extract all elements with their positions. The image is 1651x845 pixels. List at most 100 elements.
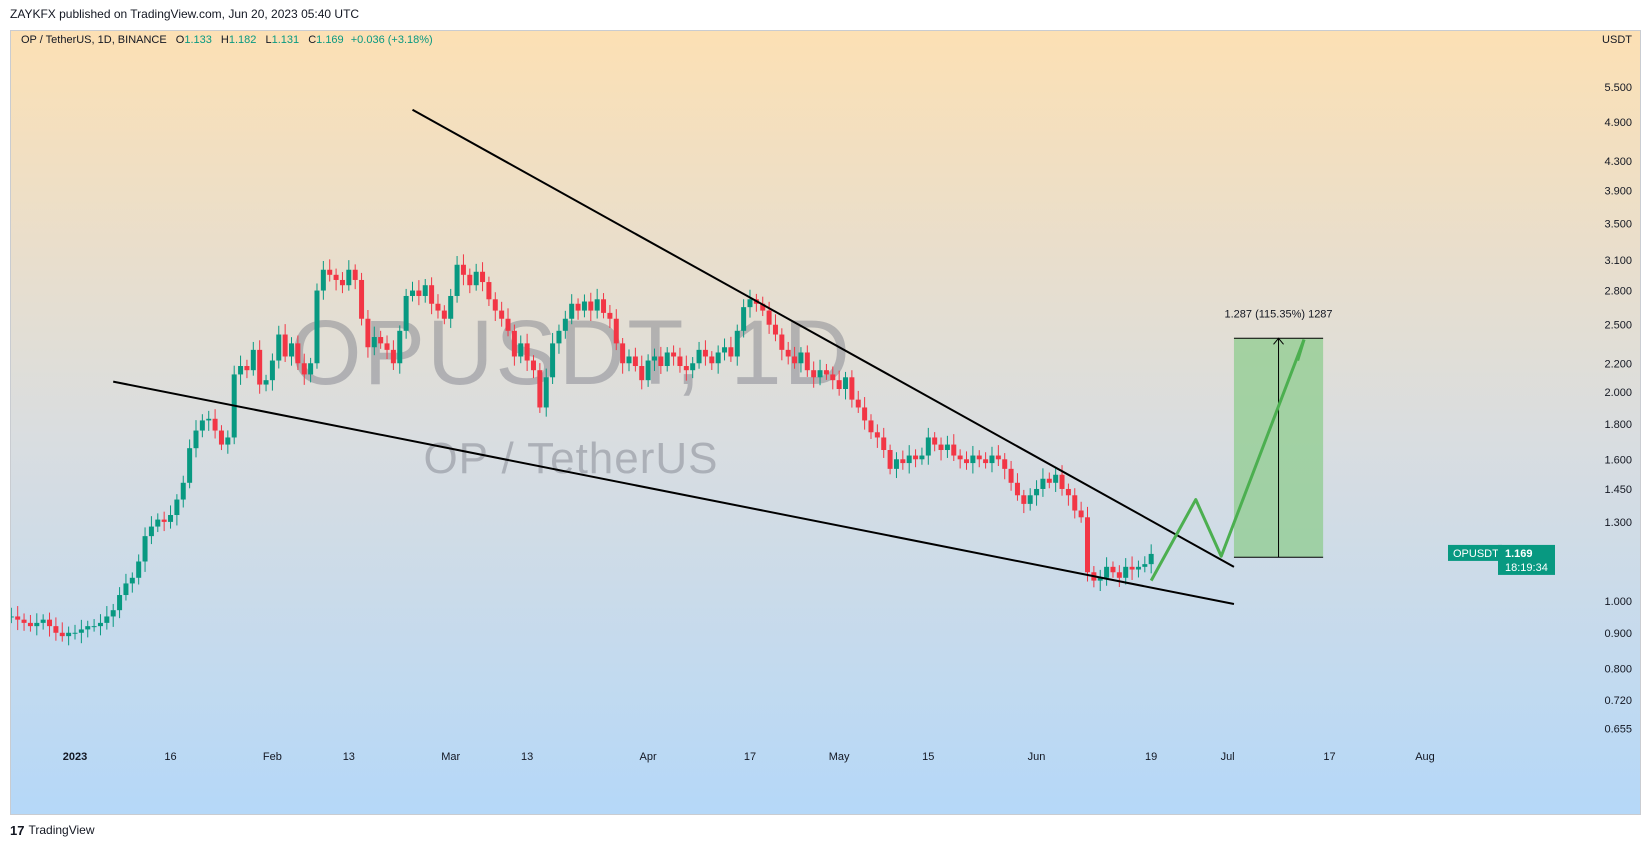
candle-body <box>696 349 702 364</box>
time-axis-tick: 15 <box>922 751 934 763</box>
candle-body <box>601 299 607 313</box>
candle-body <box>766 310 772 325</box>
time-axis-tick: 13 <box>521 751 533 763</box>
legend-close-label: C <box>308 34 317 46</box>
candle-body <box>27 622 33 627</box>
candle-body <box>91 626 97 628</box>
time-axis-tick: 19 <box>1145 751 1157 763</box>
candle-body <box>403 295 409 331</box>
candle-body <box>129 577 135 584</box>
candle-body <box>830 374 836 381</box>
candle-body <box>21 619 27 623</box>
candle-body <box>59 632 65 637</box>
candle-body <box>932 437 938 445</box>
projection-arrowhead-icon <box>1296 339 1306 361</box>
time-axis-tick: Jul <box>1221 751 1235 763</box>
candle-body <box>906 455 912 464</box>
price-axis-tick: 3.900 <box>1604 186 1632 198</box>
candle-body <box>397 330 403 364</box>
candle-body <box>702 349 708 357</box>
last-price-tag: OPUSDT 1.169 18:19:34 <box>1448 544 1555 575</box>
time-axis-tick: May <box>829 751 850 763</box>
candle-body <box>594 299 600 311</box>
candle-body <box>72 632 78 634</box>
candle-body <box>1123 566 1129 578</box>
candle-body <box>511 330 517 357</box>
candle-body <box>951 444 957 456</box>
time-axis-tick: 16 <box>164 751 176 763</box>
candle-body <box>709 356 715 364</box>
candle-body <box>289 343 295 357</box>
candle-body <box>142 536 148 562</box>
candle-body <box>944 444 950 451</box>
legend-low-label: L <box>265 34 272 46</box>
ohlc-legend: OP / TetherUS, 1D, BINANCE O1.133 H1.182… <box>21 34 433 46</box>
candle-body <box>352 269 358 280</box>
candle-body <box>581 301 587 311</box>
candle-body <box>359 279 365 319</box>
candle-body <box>1078 510 1084 518</box>
price-axis-unit: USDT <box>1602 34 1632 46</box>
candle-body <box>308 363 314 375</box>
time-axis-tick: 17 <box>744 751 756 763</box>
time-axis-tick: Feb <box>263 751 282 763</box>
candle-body <box>97 622 103 627</box>
chart-pane[interactable]: OPUSDT, 1D OP / TetherUS 1.287 (115.35%)… <box>10 30 1641 815</box>
candle-body <box>244 366 250 371</box>
candle-body <box>823 370 829 375</box>
symbol-watermark: OPUSDT, 1D <box>290 302 852 404</box>
candle-body <box>537 370 543 408</box>
candle-body <box>1097 577 1103 581</box>
candle-body <box>575 303 581 311</box>
price-tag-box <box>1498 544 1555 575</box>
candle-body <box>639 366 645 381</box>
trendline-lower <box>113 380 1235 606</box>
candle-body <box>645 360 651 381</box>
price-tag-countdown: 18:19:34 <box>1505 562 1548 574</box>
candle-body <box>664 352 670 367</box>
candle-body <box>1046 478 1052 483</box>
time-axis-tick: Jun <box>1028 751 1046 763</box>
time-axis-tick: Aug <box>1415 751 1435 763</box>
symbol-tag-label: OPUSDT <box>1453 548 1499 560</box>
candle-body <box>792 356 798 364</box>
candle-body <box>346 269 352 286</box>
candle-body <box>1085 517 1090 573</box>
candle-body <box>1129 566 1135 570</box>
time-axis-tick: 13 <box>343 751 355 763</box>
candle-body <box>913 455 919 460</box>
candle-body <box>155 519 161 527</box>
candle-body <box>620 343 626 364</box>
symbol-tag-box <box>1448 544 1502 561</box>
candle-body <box>613 318 619 344</box>
candle-body <box>15 616 21 620</box>
price-axis-tick: 1.800 <box>1604 419 1632 431</box>
legend-close-value: 1.169 <box>316 34 344 46</box>
candle-body <box>964 459 970 464</box>
candle-body <box>174 499 180 516</box>
candle-body <box>212 418 218 431</box>
candle-body <box>970 455 976 464</box>
price-chart[interactable]: 1.287 (115.35%) 1287 0.655 0.720 0.800 0.900… <box>11 31 1641 815</box>
candle-body <box>836 380 842 389</box>
measure-arrow-icon <box>1273 337 1284 345</box>
candle-body <box>518 343 524 357</box>
candle-body <box>1116 572 1122 578</box>
candle-body <box>104 616 110 623</box>
candle-body <box>161 519 167 522</box>
candle-body <box>983 459 989 464</box>
candle-body <box>976 455 982 460</box>
candle-body <box>327 269 333 275</box>
price-axis-tick: 2.000 <box>1604 387 1632 399</box>
candle-body <box>1148 553 1154 565</box>
candle-body <box>772 324 778 335</box>
candle-body <box>136 561 142 578</box>
candle-body <box>543 377 549 408</box>
tradingview-footer: 17 TradingView <box>10 821 95 839</box>
candle-body <box>301 363 307 375</box>
candle-body <box>938 444 944 451</box>
candle-body <box>1065 488 1071 496</box>
candle-body <box>250 349 256 371</box>
price-axis-tick: 0.720 <box>1604 695 1632 707</box>
candle-body <box>1110 566 1116 573</box>
